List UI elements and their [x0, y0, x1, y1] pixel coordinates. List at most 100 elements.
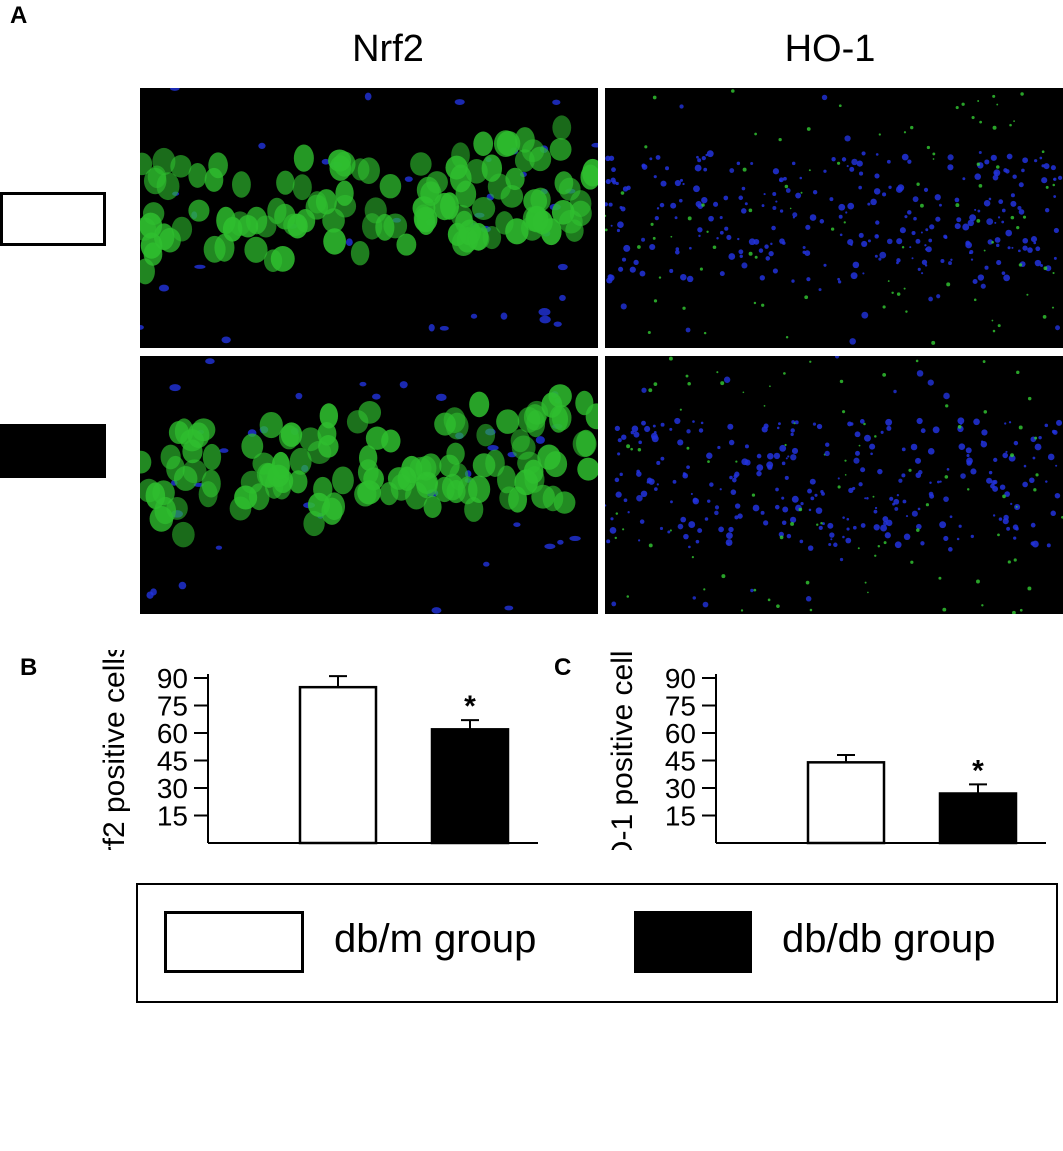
nucleus-dot: [1022, 245, 1028, 251]
nucleus-dot: [802, 246, 806, 250]
nrf2-cell: [523, 404, 546, 431]
ho1-dot: [903, 131, 907, 134]
nucleus-dot: [670, 500, 673, 504]
nucleus-dot: [886, 159, 891, 164]
ho1-dot: [983, 410, 988, 414]
nucleus-dot: [1006, 153, 1013, 160]
nucleus-dot: [791, 279, 795, 283]
nucleus-dot: [606, 539, 611, 544]
nucleus-dot: [633, 259, 639, 266]
nucleus-dot: [864, 497, 867, 500]
legend-label-dbdb: db/db group: [782, 917, 996, 961]
nrf2-cell: [469, 391, 490, 418]
ho1-dot: [877, 544, 881, 548]
nucleus-dot: [741, 186, 746, 191]
nrf2-cell: [166, 455, 185, 482]
nucleus-dot: [815, 507, 823, 514]
nucleus-dot: [870, 452, 873, 456]
nucleus-dot: [706, 150, 714, 158]
nucleus-dot: [859, 419, 865, 424]
ho1-dot: [842, 410, 846, 414]
ho1-dot: [706, 230, 709, 233]
nucleus-dot: [927, 447, 935, 455]
nucleus-dot: [791, 447, 799, 455]
nrf2-cell: [354, 481, 377, 507]
ho1-dot: [971, 115, 975, 120]
nucleus-dot: [609, 527, 617, 534]
ho1-dot: [908, 468, 912, 472]
nrf2-cell: [328, 149, 352, 172]
ho1-dot: [991, 240, 994, 244]
nrf2-cell: [232, 171, 251, 198]
nucleus-dot: [778, 531, 784, 538]
nucleus-dot: [169, 88, 180, 91]
nucleus-dot: [947, 154, 954, 161]
nucleus-dot: [697, 528, 703, 534]
nrf2-cell: [170, 154, 192, 178]
ho1-dot: [637, 245, 641, 249]
nrf2-cell: [255, 215, 277, 238]
nucleus-dot: [359, 381, 367, 387]
nrf2-cell: [229, 211, 251, 237]
nucleus-dot: [559, 294, 566, 301]
nrf2-cell: [423, 495, 442, 519]
nucleus-dot: [799, 539, 804, 544]
nucleus-dot: [605, 179, 611, 185]
nucleus-dot: [1022, 157, 1029, 164]
ho1-dot: [872, 495, 875, 498]
nucleus-dot: [929, 224, 935, 230]
nucleus-dot: [744, 444, 749, 449]
ho1-dot: [703, 588, 706, 591]
nucleus-dot: [1054, 492, 1061, 499]
nucleus-dot: [1040, 263, 1043, 267]
nucleus-dot: [910, 443, 918, 451]
ho1-dot: [703, 331, 707, 335]
nucleus-dot: [851, 158, 858, 166]
ho1-dot: [981, 604, 984, 607]
nucleus-dot: [694, 164, 702, 172]
nucleus-dot: [649, 157, 653, 161]
ho1-dot: [1015, 505, 1018, 508]
nucleus-dot: [708, 215, 714, 222]
nucleus-dot: [821, 491, 825, 496]
nucleus-dot: [842, 535, 845, 539]
nucleus-dot: [861, 240, 868, 248]
nucleus-dot: [1034, 159, 1038, 163]
nucleus-dot: [912, 196, 919, 203]
nucleus-dot: [729, 168, 735, 173]
nucleus-dot: [846, 527, 850, 531]
nucleus-dot: [702, 601, 709, 608]
nucleus-dot: [726, 234, 732, 240]
nucleus-dot: [846, 517, 850, 521]
column-title-nrf2: Nrf2: [352, 28, 424, 70]
ho1-dot: [754, 132, 757, 136]
y-axis-label: HO-1 positive cells: [606, 650, 639, 850]
ho1-dot: [808, 169, 811, 172]
nucleus-dot: [965, 241, 972, 249]
nucleus-dot: [697, 227, 703, 233]
nucleus-dot: [829, 532, 835, 538]
nucleus-dot: [737, 513, 743, 519]
legend-swatch-dbm: [164, 911, 304, 973]
ho1-dot: [1027, 586, 1032, 591]
nucleus-dot: [981, 429, 988, 436]
ho1-dot: [1009, 123, 1012, 127]
nrf2-cell: [552, 115, 572, 140]
ho1-dot: [668, 356, 673, 361]
nucleus-dot: [679, 104, 684, 109]
ho1-dot: [753, 588, 757, 592]
nrf2-cell: [143, 242, 163, 266]
nucleus-dot: [719, 216, 723, 220]
ho1-dot: [1013, 120, 1015, 123]
nucleus-dot: [674, 216, 678, 220]
nucleus-dot: [728, 526, 734, 533]
ho1-dot: [742, 167, 747, 172]
nucleus-dot: [973, 418, 980, 426]
nucleus-dot: [689, 246, 692, 250]
nucleus-dot: [627, 511, 630, 514]
ho1-dot: [687, 381, 691, 386]
nucleus-dot: [802, 250, 806, 254]
nucleus-dot: [727, 423, 734, 430]
nucleus-dot: [991, 480, 996, 485]
ho1-dot: [997, 324, 1001, 328]
